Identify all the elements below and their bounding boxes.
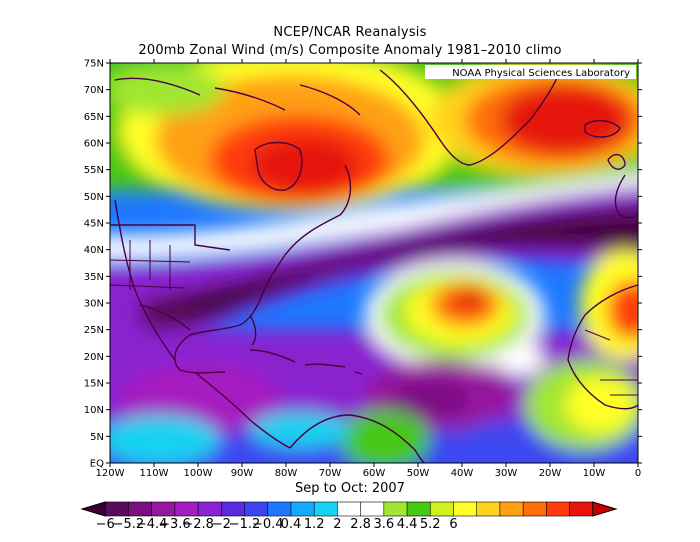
colorbar-swatch [499, 501, 524, 517]
colorbar-swatch [429, 501, 455, 517]
lat-label: 60N [84, 139, 104, 150]
colorbar-swatch [244, 501, 269, 517]
coastlines [110, 69, 638, 463]
lon-label: 0 [635, 468, 641, 479]
colorbar-swatch [151, 501, 176, 517]
coast-gulf [174, 324, 241, 374]
colorbar-label: 3.6 [373, 517, 394, 532]
colorbar-swatch [197, 501, 222, 517]
lon-label: 60W [363, 468, 386, 479]
colorbar-label: −0.4 [252, 517, 284, 532]
coast-hudson-bay [254, 141, 303, 191]
lat-label: 20N [84, 352, 104, 363]
lon-label: 80W [275, 468, 298, 479]
lat-label: 15N [84, 379, 104, 390]
colorbar-label: −6 [96, 517, 115, 532]
colorbar-swatch [221, 501, 246, 517]
colorbar-swatch [267, 501, 292, 517]
map-title-line1: NCEP/NCAR Reanalysis [273, 25, 427, 40]
longitude-axis: 120W 110W 100W 90W 80W 70W 60W 50W 40W 30W 20W 10W 0 [96, 59, 641, 479]
colorbar-swatch [383, 501, 408, 517]
colorbar-swatch [476, 501, 501, 517]
colorbar-swatch [337, 501, 362, 517]
colorbar-swatch [453, 501, 478, 517]
latitude-axis: 75N 70N 65N 60N 55N 50N 45N 40N 35N 30N 25N 20N 15N 1… [84, 59, 642, 470]
lon-label: 120W [96, 468, 125, 479]
coast-europe [614, 174, 638, 219]
colorbar-swatch [592, 501, 618, 517]
lat-label: 65N [84, 112, 104, 123]
state-borders [110, 240, 191, 290]
lat-label: 30N [84, 299, 104, 310]
coast-caribbean [249, 349, 363, 375]
coast-na-west [114, 199, 176, 361]
lon-label: 20W [539, 468, 562, 479]
credit-box [425, 65, 636, 79]
anomaly-field [110, 63, 638, 463]
lon-label: 70W [319, 468, 342, 479]
lat-label: EQ [90, 459, 104, 470]
colorbar-swatch [104, 501, 130, 517]
lon-label: 110W [140, 468, 169, 479]
colorbar-swatch [128, 501, 153, 517]
lat-label: 10N [84, 405, 104, 416]
credit-text: NOAA Physical Sciences Laboratory [452, 68, 630, 79]
map-title-line2: 200mb Zonal Wind (m/s) Composite Anomaly… [138, 43, 562, 58]
lon-label: 30W [495, 468, 518, 479]
lat-label: 25N [84, 325, 104, 336]
colorbar-label: −4.4 [136, 517, 168, 532]
coast-na-east [239, 164, 352, 326]
coast-greenland [379, 69, 561, 166]
colorbar-label: −3.6 [159, 517, 191, 532]
lon-label: 90W [231, 468, 254, 479]
colorbar-swatch [174, 501, 199, 517]
lon-label: 40W [451, 468, 474, 479]
coast-south-america [289, 414, 426, 463]
colorbar-label: −2 [212, 517, 231, 532]
lat-label: 45N [84, 219, 104, 230]
lat-label: 5N [90, 432, 104, 443]
africa-borders [584, 329, 638, 396]
lat-label: 70N [84, 85, 104, 96]
coast-iceland [584, 120, 621, 138]
colorbar-label: 0.4 [281, 517, 302, 532]
colorbar-label: −5.2 [113, 517, 145, 532]
colorbar-swatch [522, 501, 547, 517]
lon-label: 100W [184, 468, 213, 479]
colorbar: −6−5.2−4.4−3.6−2.8−2−1.2−0.40.4 1.2 2 2.8 3.… [80, 501, 618, 532]
colorbar-swatch [313, 501, 338, 517]
colorbar-label: −1.2 [229, 517, 261, 532]
coast-west-africa [567, 284, 638, 410]
period-label: Sep to Oct: 2007 [295, 481, 405, 496]
lat-label: 40N [84, 245, 104, 256]
lon-label: 10W [583, 468, 606, 479]
lat-label: 75N [84, 59, 104, 70]
colorbar-swatch [546, 501, 571, 517]
colorbar-label: 2 [333, 517, 341, 532]
coast-british-isles [607, 153, 626, 170]
colorbar-swatch [569, 501, 594, 517]
colorbar-swatch [406, 501, 431, 517]
colorbar-swatch [290, 501, 315, 517]
colorbar-label: 4.4 [397, 517, 418, 532]
border-us-mexico [139, 304, 191, 331]
lat-label: 50N [84, 192, 104, 203]
border-us-canada [110, 224, 231, 251]
lat-label: 55N [84, 165, 104, 176]
colorbar-label: 6 [449, 517, 457, 532]
lat-label: 35N [84, 272, 104, 283]
colorbar-label: −2.8 [182, 517, 214, 532]
lon-label: 50W [407, 468, 430, 479]
colorbar-label: 1.2 [304, 517, 325, 532]
coast-florida [249, 314, 257, 346]
colorbar-swatch [360, 501, 385, 517]
coast-arctic-islands [114, 77, 361, 116]
colorbar-label: 2.8 [350, 517, 371, 532]
colorbar-label: 5.2 [420, 517, 441, 532]
colorbar-swatch [80, 501, 106, 517]
coast-central-america [194, 371, 291, 449]
